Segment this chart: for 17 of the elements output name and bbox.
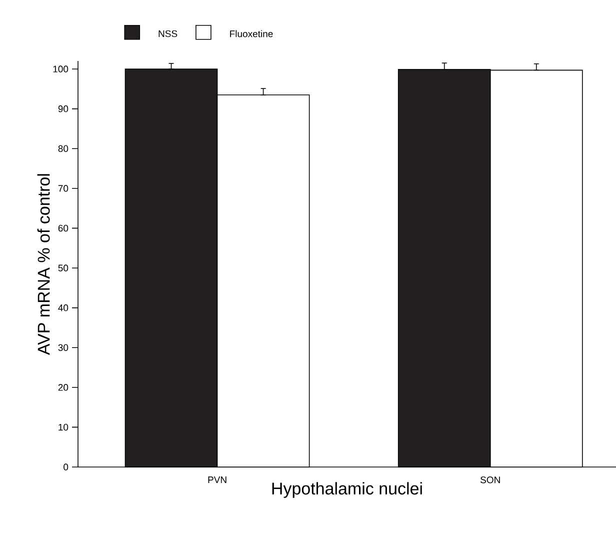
x-axis-title: Hypothalamic nuclei	[272, 482, 422, 498]
legend-label: Fluoxetine	[230, 30, 273, 38]
y-tick-label: 50	[58, 264, 68, 272]
y-tick-label: 10	[58, 424, 68, 431]
y-tick-label: 40	[58, 304, 68, 312]
y-tick-label: 80	[58, 145, 68, 152]
y-axis-title: AVP mRNA % of control	[37, 174, 50, 355]
legend-label: NSS	[158, 30, 178, 38]
y-tick-label: 100	[53, 66, 68, 72]
y-tick-label: 30	[58, 344, 68, 351]
y-tick-label: 70	[58, 185, 68, 192]
y-tick-label: 60	[58, 224, 68, 232]
x-tick-label: SON	[480, 476, 500, 484]
y-tick-label: 0	[64, 464, 68, 470]
y-tick-label: 20	[58, 384, 68, 391]
y-tick-label: 90	[58, 105, 68, 112]
x-tick-label: PVN	[208, 476, 226, 484]
